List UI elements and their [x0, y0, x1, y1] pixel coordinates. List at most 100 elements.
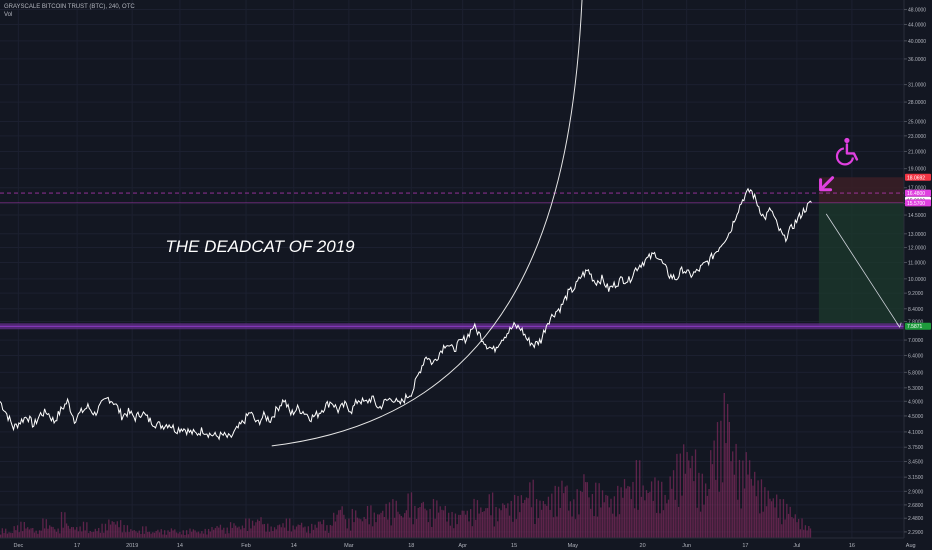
volume-bar [294, 529, 296, 538]
volume-bar [219, 524, 222, 538]
y-tick-label: 44.0000 [908, 22, 926, 28]
volume-bar [118, 527, 120, 538]
volume-bar [98, 528, 100, 538]
volume-bar [792, 518, 795, 538]
volume-bar [745, 452, 747, 538]
volume-bar [519, 512, 521, 538]
volume-bar [639, 460, 641, 538]
volume-bar [343, 514, 345, 538]
volume-bar [461, 510, 463, 538]
y-tick-label: 7.0000 [908, 338, 924, 344]
volume-bar [713, 440, 715, 538]
volume-bar [349, 530, 352, 538]
volume-bar [554, 485, 556, 538]
volume-bar [491, 492, 494, 538]
wheelchair-wheel [835, 147, 855, 166]
volume-bar [684, 473, 687, 538]
volume-bar [625, 488, 627, 538]
volume-bar [689, 468, 692, 538]
volume-bar [42, 518, 44, 538]
price-axis[interactable]: 48.0000 44.0000 40.0000 36.0000 31.0000 28.00… [903, 0, 932, 550]
volume-bar [148, 531, 151, 538]
volume-bar [6, 533, 9, 538]
y-tick-label: 4.5000 [908, 414, 924, 420]
volume-bar [583, 474, 585, 538]
time-axis[interactable]: Dec 17 2019 14 Feb 14 Mar 18 Apr 15 May 20 Jun 17 Jul 1… [0, 537, 916, 549]
symbol-title[interactable]: GRAYSCALE BITCOIN TRUST (BTC), 240, OTC [4, 4, 135, 10]
volume-bar [654, 477, 656, 538]
volume-bar [387, 519, 389, 538]
volume-bar [754, 471, 756, 538]
volume-bar [728, 422, 730, 538]
volume-bar [62, 527, 64, 538]
volume-legend: Vol [4, 12, 13, 18]
volume-bar [235, 525, 237, 538]
volume-bar [573, 499, 575, 538]
y-tick-label: 2.6800 [908, 503, 924, 509]
volume-bar [142, 526, 144, 538]
volume-bar [701, 473, 703, 538]
volume-bar [586, 482, 588, 538]
volume-bar [60, 511, 63, 538]
volume-bar [297, 524, 299, 538]
volume-bar [336, 514, 338, 538]
volume-bar [799, 529, 801, 538]
volume-bar [615, 516, 617, 538]
y-tick-label: 2.2900 [908, 530, 924, 536]
volume-bar [64, 512, 66, 538]
volume-bar [8, 532, 10, 538]
volume-bar [806, 530, 808, 538]
volume-bar [400, 515, 402, 538]
projection-arrow-line [825, 213, 901, 328]
volume-bar [466, 510, 468, 538]
price-tag-text: 18.0692 [907, 175, 925, 181]
volume-bar [596, 516, 599, 538]
volume-bar [718, 491, 720, 538]
y-tick-label: 8.4000 [908, 307, 924, 313]
volume-bar [101, 523, 103, 538]
volume-bar [238, 526, 240, 538]
y-tick-label: 13.0000 [908, 232, 926, 238]
volume-bar [776, 494, 778, 538]
volume-bar [463, 510, 465, 538]
horizontal-levels [0, 192, 904, 330]
volume-bar [794, 514, 796, 538]
volume-bar [87, 533, 90, 538]
volume-bar [21, 531, 24, 538]
volume-bar [764, 487, 766, 538]
volume-bar [664, 494, 666, 538]
volume-bar [272, 531, 274, 538]
price-tag: 15.5700 [905, 199, 931, 207]
y-tick-label: 3.7500 [908, 445, 924, 451]
volume-bar [126, 525, 129, 538]
volume-bar [424, 508, 426, 538]
volume-bar [667, 499, 670, 538]
volume-bar [399, 514, 401, 538]
y-tick-label: 36.0000 [908, 57, 926, 63]
volume-bar [696, 507, 698, 538]
volume-bar [170, 528, 173, 538]
volume-bar [223, 527, 225, 538]
volume-bar [593, 516, 595, 538]
volume-bar [175, 532, 178, 538]
volume-bar [748, 460, 751, 538]
volume-bar [99, 532, 102, 538]
volume-bar [686, 452, 688, 538]
volume-bar [483, 511, 485, 538]
volume-bar [157, 529, 159, 538]
volume-bar [715, 479, 717, 538]
volume-bar [197, 531, 200, 538]
volume-bar [699, 511, 702, 538]
volume-bar [116, 521, 118, 538]
volume-bar [791, 516, 793, 538]
volume-bar [341, 506, 343, 538]
volume-bar [202, 533, 205, 538]
volume-bar [236, 527, 238, 538]
volume-bar [326, 525, 328, 538]
volume-bar [787, 513, 790, 538]
y-tick-label: 40.0000 [908, 39, 926, 45]
volume-bar [299, 525, 301, 538]
volume-bar [404, 513, 406, 538]
volume-bar [209, 531, 211, 538]
